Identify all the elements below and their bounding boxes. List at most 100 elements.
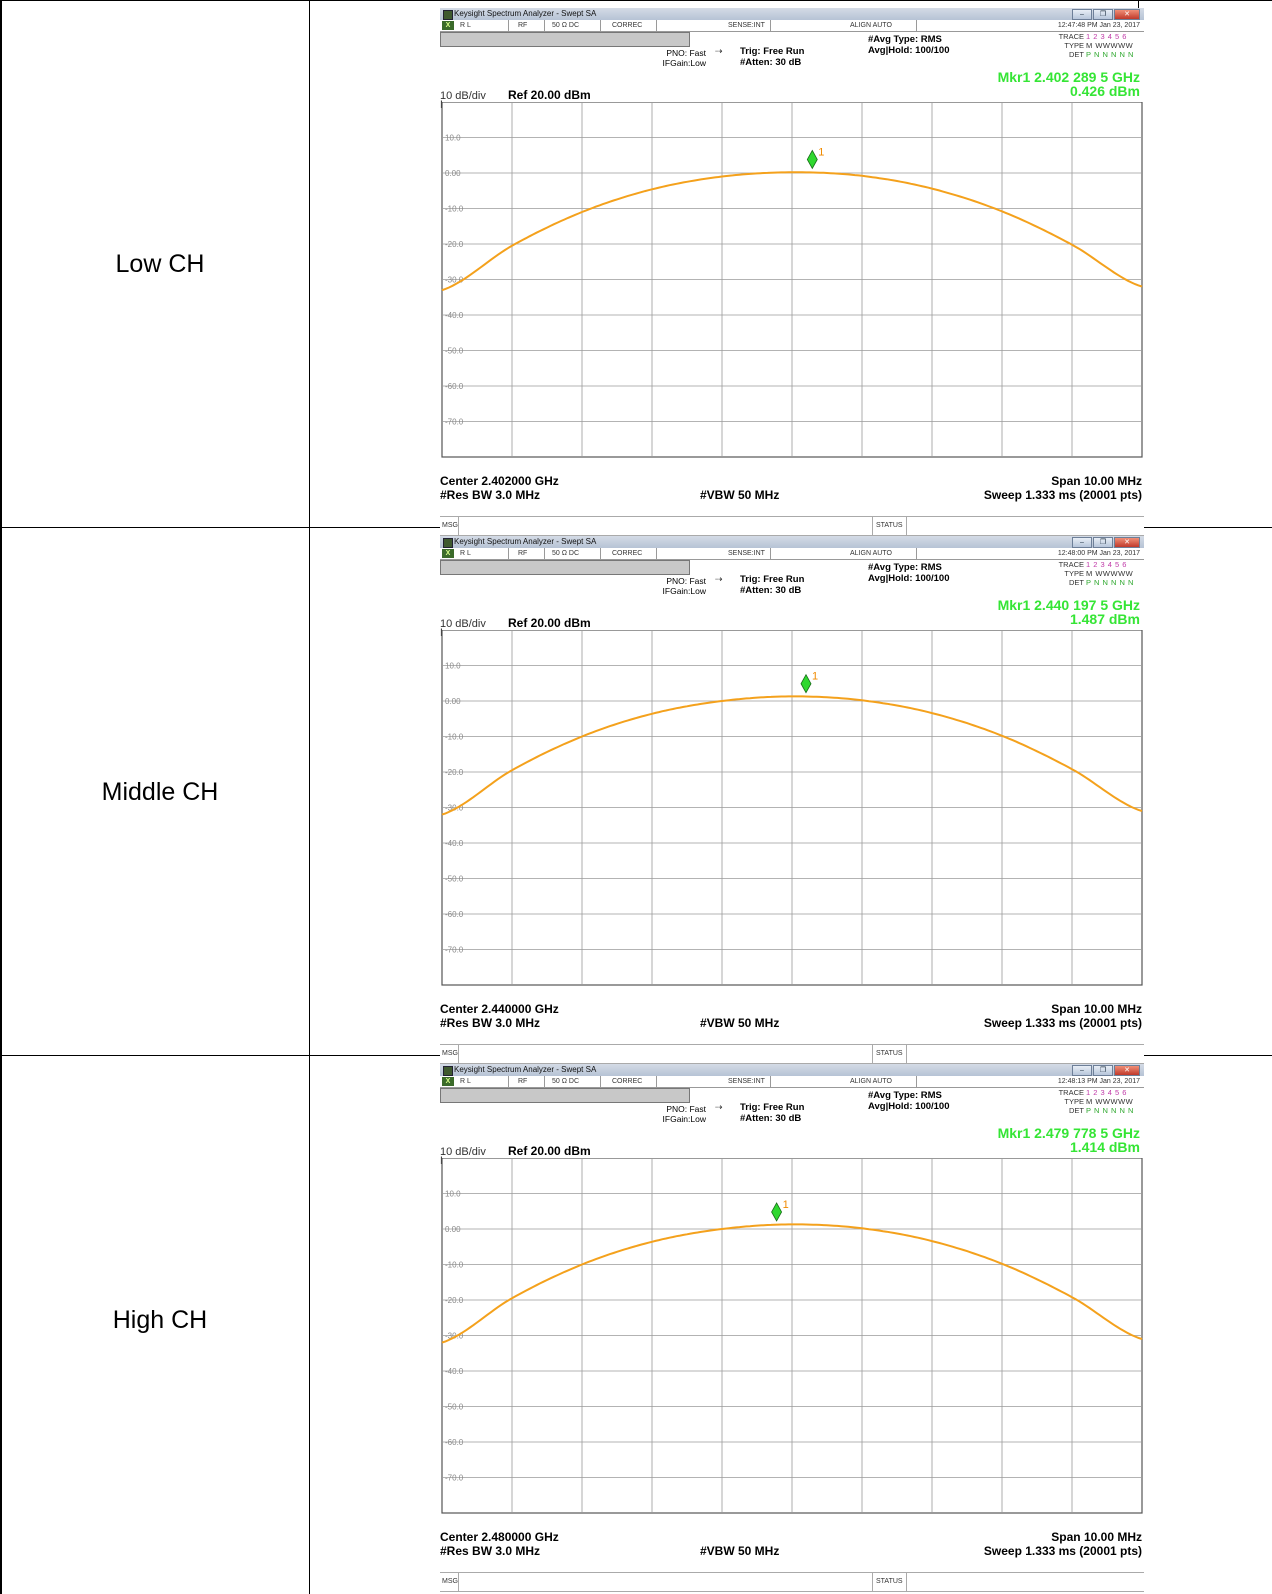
table-border-top <box>0 0 1272 1</box>
sweep-time: Sweep 1.333 ms (20001 pts) <box>983 1016 1142 1030</box>
app-icon <box>443 538 453 548</box>
trace-trace-label: TRACE <box>1058 560 1084 569</box>
window-controls: – ❐ ✕ <box>1072 9 1140 20</box>
y-tick-label: -60.0 <box>445 1438 464 1447</box>
status-separator <box>600 548 601 559</box>
marker-number-label: 1 <box>783 1199 789 1211</box>
status-rl: R L <box>460 1078 471 1085</box>
app-icon <box>443 1066 453 1076</box>
y-tick-label: -40.0 <box>445 839 464 848</box>
avg-type: #Avg Type: RMS <box>868 562 942 573</box>
avg-hold: Avg|Hold: 100/100 <box>868 1101 950 1112</box>
maximize-button[interactable]: ❐ <box>1093 9 1113 20</box>
status-separator <box>508 548 509 559</box>
y-tick-label: -20.0 <box>445 768 464 777</box>
trace-det-value: P N N N N N <box>1086 578 1134 587</box>
msg-separator <box>458 1045 459 1063</box>
trace-type-value: M WWWWW <box>1086 41 1134 50</box>
y-tick-label: 10.0 <box>445 662 461 671</box>
channel-label: Low CH <box>115 250 205 278</box>
trace-panel: TRACE 1 2 3 4 5 6 TYPE M WWWWW DET P N N N N … <box>1048 32 1140 68</box>
status-correc: CORREC <box>612 1078 643 1085</box>
center-frequency: Center 2.402000 GHz <box>440 474 559 488</box>
message-field <box>440 1088 690 1103</box>
marker-frequency: Mkr1 2.479 778 5 GHz <box>997 1125 1140 1141</box>
trace-trace-value: 1 2 3 4 5 6 <box>1086 560 1127 569</box>
close-button[interactable]: ✕ <box>1114 1065 1140 1076</box>
y-tick-label: -20.0 <box>445 240 464 249</box>
sweep-time: Sweep 1.333 ms (20001 pts) <box>983 1544 1142 1558</box>
status-separator <box>544 1076 545 1087</box>
span: Span 10.00 MHz <box>1051 1002 1142 1016</box>
status-sense: SENSE:INT <box>728 1078 765 1085</box>
trace-panel: TRACE 1 2 3 4 5 6 TYPE M WWWWW DET P N N N N … <box>1048 1088 1140 1124</box>
status-separator <box>906 1045 907 1063</box>
spectrum-plot: 10.0 0.00 -10.0 -20.0 -30.0 -40.0 -50.0 -60.0 -7… <box>441 102 1143 458</box>
trigger-setting: Trig: Free Run <box>740 46 805 57</box>
marker-frequency: Mkr1 2.402 289 5 GHz <box>997 69 1140 85</box>
marker-diamond-icon <box>771 1202 783 1222</box>
maximize-button[interactable]: ❐ <box>1093 537 1113 548</box>
minimize-button[interactable]: – <box>1072 537 1092 548</box>
y-tick-label: -70.0 <box>445 418 464 427</box>
trigger-setting: Trig: Free Run <box>740 1102 805 1113</box>
spectrum-plot: 10.0 0.00 -10.0 -20.0 -30.0 -40.0 -50.0 -60.0 -7… <box>441 630 1143 986</box>
trace-panel: TRACE 1 2 3 4 5 6 TYPE M WWWWW DET P N N N N … <box>1048 560 1140 596</box>
status-separator <box>906 1573 907 1591</box>
status-impedance: 50 Ω DC <box>552 22 580 29</box>
window-controls: – ❐ ✕ <box>1072 1065 1140 1076</box>
reference-level: Ref 20.00 dBm <box>508 1144 591 1158</box>
status-rf: RF <box>518 22 528 29</box>
attenuation-setting: #Atten: 30 dB <box>740 1113 802 1124</box>
status-separator <box>656 20 657 31</box>
y-tick-label: -30.0 <box>445 276 464 285</box>
marker-number-label: 1 <box>818 146 824 158</box>
trace-type-value: M WWWWW <box>1086 1097 1134 1106</box>
status-separator <box>770 548 771 559</box>
status-separator <box>508 1076 509 1087</box>
trace-type-label: TYPE <box>1064 41 1084 50</box>
video-bandwidth: #VBW 50 MHz <box>700 1544 780 1558</box>
trigger-arrow-icon: ⇢ <box>715 574 723 584</box>
ifgain-setting: IFGain:Low <box>662 58 706 68</box>
minimize-button[interactable]: – <box>1072 1065 1092 1076</box>
status-label: STATUS <box>876 1050 903 1057</box>
status-rf: RF <box>518 1078 528 1085</box>
attenuation-setting: #Atten: 30 dB <box>740 57 802 68</box>
y-tick-label: 0.00 <box>445 697 461 706</box>
status-align: ALIGN AUTO <box>850 22 892 29</box>
trace-type-label: TYPE <box>1064 1097 1084 1106</box>
close-button[interactable]: ✕ <box>1114 537 1140 548</box>
instrument-icon: X <box>442 1077 454 1086</box>
status-separator <box>544 20 545 31</box>
spectrum-trace <box>441 1223 1143 1344</box>
marker-level: 1.414 dBm <box>1069 1139 1140 1155</box>
avg-type: #Avg Type: RMS <box>868 1090 942 1101</box>
close-button[interactable]: ✕ <box>1114 9 1140 20</box>
spectrum-analyzer-screen: Keysight Spectrum Analyzer - Swept SA – ❐ ✕… <box>440 1064 1144 1594</box>
marker-level: 0.426 dBm <box>1069 83 1140 99</box>
pno-setting: PNO: Fast <box>666 48 706 58</box>
avg-hold: Avg|Hold: 100/100 <box>868 45 950 56</box>
y-tick-label: -60.0 <box>445 910 464 919</box>
maximize-button[interactable]: ❐ <box>1093 1065 1113 1076</box>
trace-trace-value: 1 2 3 4 5 6 <box>1086 1088 1127 1097</box>
instrument-status-bar: X R L RF 50 Ω DC CORREC SENSE:INT ALIGN AUTO 12… <box>440 1076 1144 1088</box>
y-tick-label: -10.0 <box>445 205 464 214</box>
y-tick-label: -30.0 <box>445 804 464 813</box>
avg-hold: Avg|Hold: 100/100 <box>868 573 950 584</box>
app-icon <box>443 10 453 20</box>
window-title: Keysight Spectrum Analyzer - Swept SA <box>454 9 597 18</box>
y-tick-label: 10.0 <box>445 1190 461 1199</box>
status-separator <box>872 1045 873 1063</box>
msg-separator <box>458 1573 459 1591</box>
y-tick-label: 0.00 <box>445 169 461 178</box>
spectrum-trace <box>441 171 1143 292</box>
minimize-button[interactable]: – <box>1072 9 1092 20</box>
pno-setting: PNO: Fast <box>666 1104 706 1114</box>
message-field <box>440 32 690 47</box>
y-tick-label: 10.0 <box>445 134 461 143</box>
status-separator <box>872 1573 873 1591</box>
marker-frequency: Mkr1 2.440 197 5 GHz <box>997 597 1140 613</box>
trigger-setting: Trig: Free Run <box>740 574 805 585</box>
